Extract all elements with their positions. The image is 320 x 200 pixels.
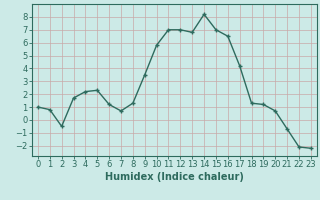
- X-axis label: Humidex (Indice chaleur): Humidex (Indice chaleur): [105, 172, 244, 182]
